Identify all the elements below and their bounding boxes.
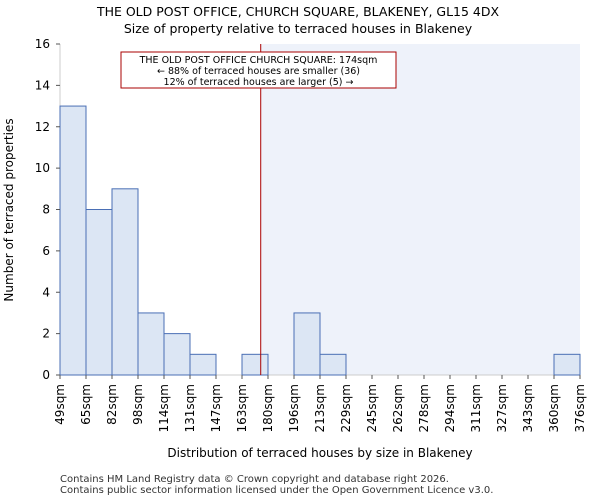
histogram-bar [293, 312, 321, 376]
x-tick-label: 213sqm [313, 384, 327, 432]
histogram-bar [319, 353, 347, 376]
y-tick-label: 0 [42, 368, 50, 382]
x-axis-label: Distribution of terraced houses by size … [167, 446, 472, 460]
histogram-bar [59, 105, 87, 376]
y-tick-label: 2 [42, 327, 50, 341]
histogram-bar [189, 353, 217, 376]
x-tick-label: 376sqm [573, 384, 587, 432]
x-tick-label: 114sqm [157, 384, 171, 432]
x-tick-label: 229sqm [339, 384, 353, 432]
y-tick-label: 8 [42, 203, 50, 217]
x-tick-label: 65sqm [79, 384, 93, 425]
histogram-bar [553, 353, 581, 376]
y-tick-label: 4 [42, 285, 50, 299]
histogram-bar [85, 209, 113, 376]
x-tick-label: 327sqm [495, 384, 509, 432]
x-tick-label: 245sqm [365, 384, 379, 432]
y-tick-label: 14 [35, 78, 50, 92]
x-tick-label: 311sqm [469, 384, 483, 432]
plot-area: 0 2 4 6 8 10 12 14 16 49sqm 65sqm 82sqm 98sqm 114sqm 1… [35, 37, 587, 432]
annotation-line-1: THE OLD POST OFFICE CHURCH SQUARE: 174sq… [139, 55, 378, 66]
chart-title: THE OLD POST OFFICE, CHURCH SQUARE, BLAK… [96, 4, 500, 19]
y-tick-label: 10 [35, 161, 50, 175]
y-tick-label: 6 [42, 244, 50, 258]
footer-line-1: Contains HM Land Registry data © Crown c… [60, 474, 449, 485]
x-tick-label: 98sqm [131, 384, 145, 425]
x-tick-label: 343sqm [521, 384, 535, 432]
x-tick-label: 196sqm [287, 384, 301, 432]
chart-subtitle: Size of property relative to terraced ho… [124, 21, 473, 36]
x-tick-label: 278sqm [417, 384, 431, 432]
annotation-box [120, 51, 397, 89]
x-tick-label: 180sqm [261, 384, 275, 432]
x-tick-label: 262sqm [391, 384, 405, 432]
annotation-line-2: ← 88% of terraced houses are smaller (36… [157, 66, 360, 77]
histogram-bar [137, 312, 165, 376]
x-tick-label: 49sqm [53, 384, 67, 425]
x-tick-label: 147sqm [209, 384, 223, 432]
annotation-line-3: 12% of terraced houses are larger (5) → [164, 77, 354, 88]
y-tick-label: 12 [35, 120, 50, 134]
x-tick-label: 294sqm [443, 384, 457, 432]
x-tick-label: 360sqm [547, 384, 561, 432]
x-tick-label: 163sqm [235, 384, 249, 432]
y-axis-label: Number of terraced properties [2, 118, 16, 301]
footer-line-2: Contains public sector information licen… [60, 485, 493, 496]
histogram-bar [241, 353, 269, 376]
x-tick-label: 82sqm [105, 384, 119, 425]
y-tick-label: 16 [35, 37, 50, 51]
histogram-bar [163, 333, 191, 376]
histogram-bar [111, 188, 139, 376]
x-tick-label: 131sqm [183, 384, 197, 432]
